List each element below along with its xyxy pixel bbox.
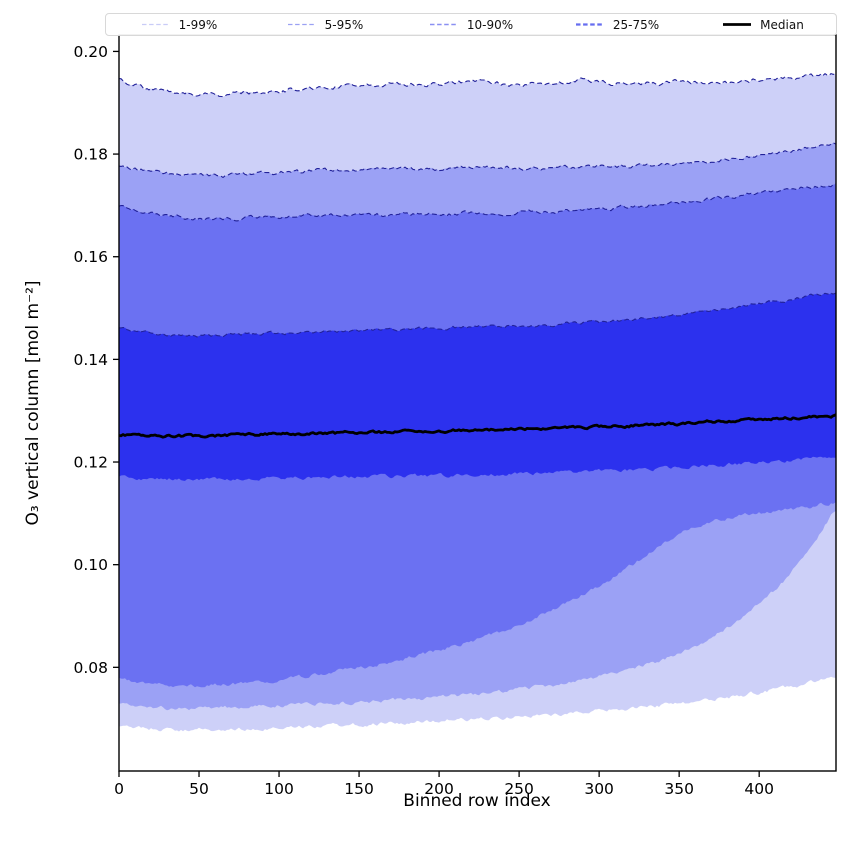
- x-tick-label: 200: [424, 780, 454, 798]
- x-tick-label: 300: [584, 780, 614, 798]
- y-tick-label: 0.16: [73, 248, 108, 266]
- legend-label: 5-95%: [324, 17, 364, 32]
- legend-item-5-95%: 5-95%: [252, 18, 398, 32]
- x-tick-label: 150: [344, 780, 374, 798]
- percentile-line-p75: [118, 292, 837, 338]
- y-tick-label: 0.20: [73, 43, 108, 61]
- legend-line-icon: [429, 23, 458, 26]
- legend-item-25-75%: 25-75%: [544, 18, 690, 32]
- legend-item-1-99%: 1-99%: [106, 18, 252, 32]
- chart-legend: 1-99% 5-95% 10-90% 25-75% Median: [105, 13, 837, 36]
- x-tick-label: 350: [664, 780, 694, 798]
- x-tick-label: 400: [744, 780, 774, 798]
- legend-label: Median: [760, 17, 804, 32]
- legend-line-icon: [575, 23, 604, 26]
- y-tick-label: 0.18: [73, 146, 108, 164]
- x-tick-label: 0: [114, 780, 124, 798]
- legend-line-icon: [287, 23, 316, 26]
- legend-line-icon: [141, 23, 170, 26]
- legend-label: 1-99%: [178, 17, 218, 32]
- legend-item-Median: Median: [690, 18, 836, 32]
- percentile-line-p90: [118, 183, 837, 222]
- legend-item-10-90%: 10-90%: [398, 18, 544, 32]
- y-tick-label: 0.12: [73, 454, 108, 472]
- median-line: [118, 413, 837, 439]
- y-tick-label: 0.10: [73, 556, 108, 574]
- legend-label: 25-75%: [612, 17, 660, 32]
- percentile-line-p95: [118, 142, 837, 179]
- y-axis-label: O₃ vertical column [mol m⁻²]: [23, 280, 43, 526]
- y-tick-label: 0.14: [73, 351, 108, 369]
- y-tick-label: 0.08: [73, 659, 108, 677]
- legend-label: 10-90%: [466, 17, 514, 32]
- x-axis-label: Binned row index: [403, 791, 551, 811]
- legend-line-icon: [723, 23, 752, 26]
- x-tick-label: 100: [264, 780, 294, 798]
- x-tick-label: 50: [189, 780, 209, 798]
- x-tick-label: 250: [504, 780, 534, 798]
